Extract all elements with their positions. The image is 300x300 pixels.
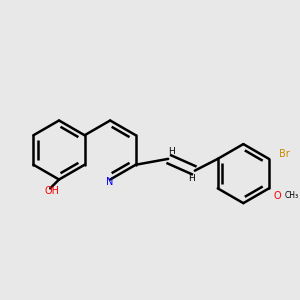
Text: Br: Br [279,149,290,159]
Text: H: H [188,173,195,182]
Text: O: O [273,191,281,201]
Text: H: H [168,147,175,156]
Text: N: N [106,178,114,188]
Text: OH: OH [44,186,59,196]
Text: CH₃: CH₃ [284,191,298,200]
